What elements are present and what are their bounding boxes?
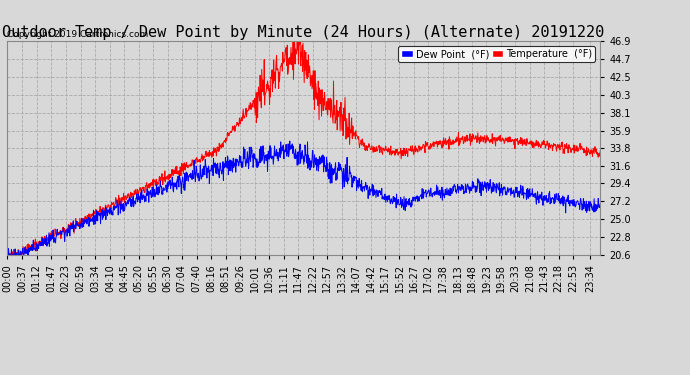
Legend: Dew Point  (°F), Temperature  (°F): Dew Point (°F), Temperature (°F) bbox=[398, 46, 595, 62]
Title: Outdoor Temp / Dew Point by Minute (24 Hours) (Alternate) 20191220: Outdoor Temp / Dew Point by Minute (24 H… bbox=[3, 25, 604, 40]
Text: Copyright 2019 Cartronics.com: Copyright 2019 Cartronics.com bbox=[7, 30, 148, 39]
